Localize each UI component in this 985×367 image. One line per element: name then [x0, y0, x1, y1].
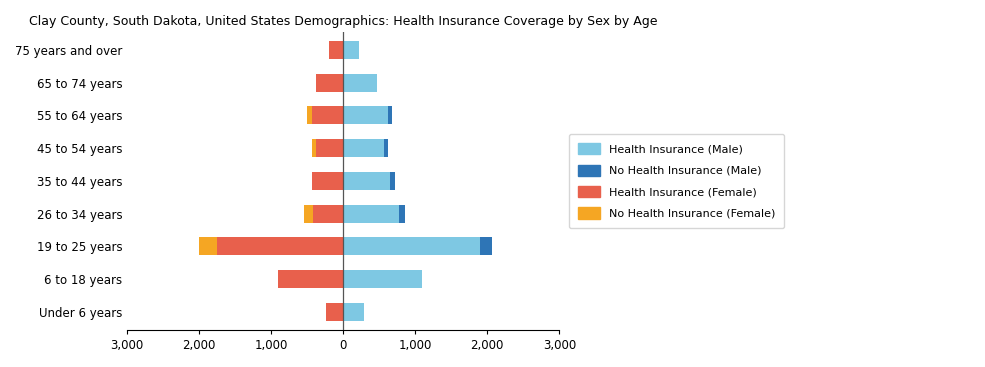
Bar — [344, 139, 383, 157]
Bar — [326, 303, 344, 321]
Bar — [279, 270, 344, 288]
Bar — [311, 172, 344, 190]
Bar — [199, 237, 218, 255]
Bar — [344, 237, 480, 255]
Bar — [344, 270, 423, 288]
Bar — [218, 237, 344, 255]
Bar — [316, 139, 344, 157]
Bar — [329, 41, 344, 59]
Bar — [344, 41, 360, 59]
Bar — [344, 106, 388, 124]
Bar — [344, 172, 390, 190]
Bar — [383, 139, 387, 157]
Bar — [344, 205, 400, 223]
Bar — [312, 106, 344, 124]
Bar — [307, 106, 312, 124]
Bar — [400, 205, 405, 223]
Bar — [390, 172, 395, 190]
Bar — [480, 237, 492, 255]
Bar — [388, 106, 392, 124]
Legend: Health Insurance (Male), No Health Insurance (Male), Health Insurance (Female), : Health Insurance (Male), No Health Insur… — [569, 134, 784, 228]
Bar — [311, 139, 316, 157]
Bar — [316, 74, 344, 92]
Bar — [303, 205, 313, 223]
Bar — [344, 303, 364, 321]
Title: Clay County, South Dakota, United States Demographics: Health Insurance Coverage: Clay County, South Dakota, United States… — [29, 15, 658, 28]
Bar — [344, 74, 377, 92]
Bar — [313, 205, 344, 223]
